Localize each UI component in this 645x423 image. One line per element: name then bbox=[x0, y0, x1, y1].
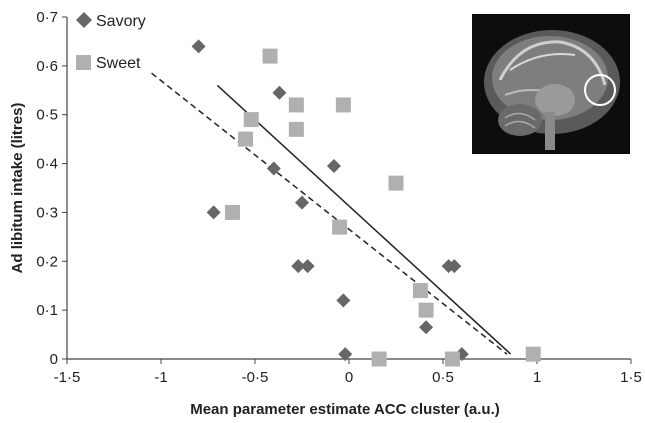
x-tick-label: 0 bbox=[345, 369, 353, 386]
point-savory bbox=[419, 320, 434, 335]
point-savory bbox=[291, 259, 306, 274]
x-tick-label: -1·5 bbox=[54, 369, 81, 386]
point-savory bbox=[336, 293, 351, 308]
x-tick-label: -1 bbox=[154, 369, 167, 386]
y-tick-label: 0·7 bbox=[36, 9, 58, 26]
fit-line-savory bbox=[216, 84, 512, 355]
point-sweet bbox=[224, 204, 240, 220]
legend-sweet-marker bbox=[76, 55, 91, 70]
point-sweet bbox=[262, 48, 278, 64]
x-tick-labels: -1·5 -1 -0·5 0 0·5 1 1·5 bbox=[54, 369, 642, 386]
legend-savory-marker bbox=[76, 12, 92, 28]
fit-line-sweet bbox=[151, 72, 508, 355]
y-tick-label: 0·5 bbox=[36, 107, 58, 124]
y-axis-title: Ad libitum intake (litres) bbox=[9, 103, 26, 274]
legend-savory-label: Savory bbox=[96, 13, 146, 30]
point-sweet bbox=[288, 121, 304, 137]
legend-sweet-label: Sweet bbox=[96, 55, 141, 72]
point-savory bbox=[447, 259, 462, 274]
x-tick-label: 0·5 bbox=[432, 369, 454, 386]
brain-mri-inset bbox=[472, 14, 630, 154]
point-sweet bbox=[371, 351, 387, 367]
point-savory bbox=[191, 39, 206, 54]
data-points bbox=[191, 39, 541, 367]
y-tick-label: 0·6 bbox=[36, 58, 58, 75]
point-savory bbox=[272, 85, 287, 100]
y-tick-label: 0·2 bbox=[36, 253, 58, 270]
point-savory bbox=[326, 159, 341, 174]
y-tick-labels: 0 0·1 0·2 0·3 0·4 0·5 0·6 0·7 bbox=[36, 9, 58, 368]
point-sweet bbox=[444, 351, 460, 367]
point-savory bbox=[300, 259, 315, 274]
point-savory bbox=[295, 195, 309, 210]
x-tick-label: 1·5 bbox=[620, 369, 642, 386]
point-sweet bbox=[332, 219, 348, 235]
point-sweet bbox=[525, 346, 541, 362]
x-tick-label: 1 bbox=[533, 369, 541, 386]
point-savory bbox=[266, 161, 281, 176]
point-sweet bbox=[418, 302, 434, 318]
point-sweet bbox=[243, 112, 259, 128]
x-tick-label: -0·5 bbox=[242, 369, 269, 386]
y-tick-label: 0·1 bbox=[36, 302, 58, 319]
point-sweet bbox=[335, 97, 351, 113]
legend: Savory Sweet bbox=[76, 12, 146, 72]
point-savory bbox=[338, 347, 353, 362]
point-savory bbox=[206, 205, 221, 220]
x-axis-title: Mean parameter estimate ACC cluster (a.u… bbox=[190, 401, 500, 418]
y-tick-label: 0·3 bbox=[36, 204, 58, 221]
fit-lines bbox=[151, 72, 512, 355]
point-sweet bbox=[388, 175, 404, 191]
y-tick-label: 0·4 bbox=[36, 156, 58, 173]
point-sweet bbox=[288, 97, 304, 113]
point-sweet bbox=[238, 131, 254, 147]
y-tick-label: 0 bbox=[50, 351, 58, 368]
point-sweet bbox=[412, 283, 428, 299]
